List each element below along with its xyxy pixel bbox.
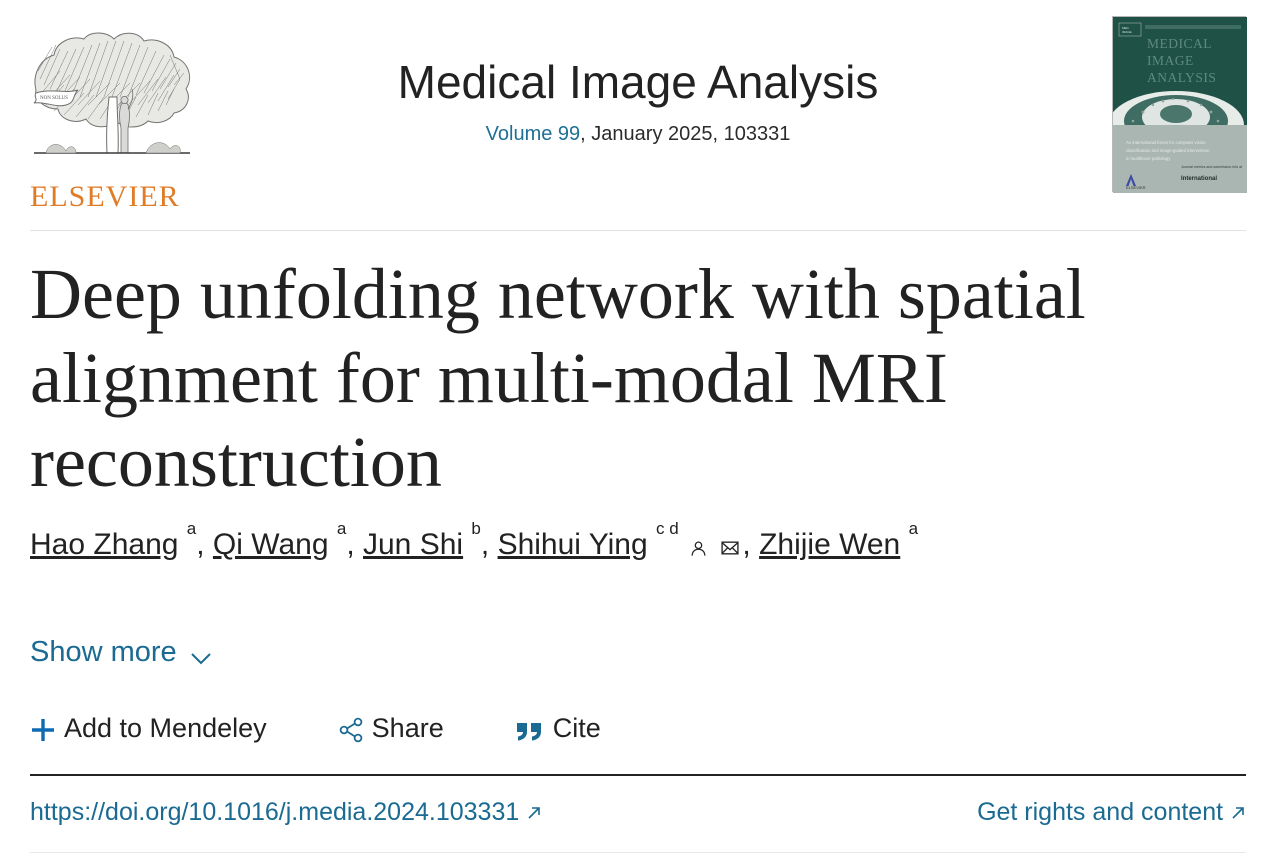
svg-text:ELSEVIER: ELSEVIER — [1126, 185, 1146, 190]
svg-text:International: International — [1181, 176, 1217, 182]
svg-text:An international forum for com: An international forum for computer visi… — [1126, 140, 1206, 145]
svg-text:in healthcare pathology: in healthcare pathology — [1126, 156, 1171, 161]
svg-text:IMAGE: IMAGE — [1147, 53, 1194, 68]
svg-text:Journal metrics and submission: Journal metrics and submission info at — [1181, 165, 1242, 169]
svg-text:IMAGE: IMAGE — [1122, 30, 1132, 34]
svg-text:classification and image-guide: classification and image-guided interven… — [1126, 148, 1210, 153]
svg-text:ANALYSIS: ANALYSIS — [1147, 70, 1216, 85]
svg-text:MEDICAL: MEDICAL — [1147, 36, 1212, 51]
